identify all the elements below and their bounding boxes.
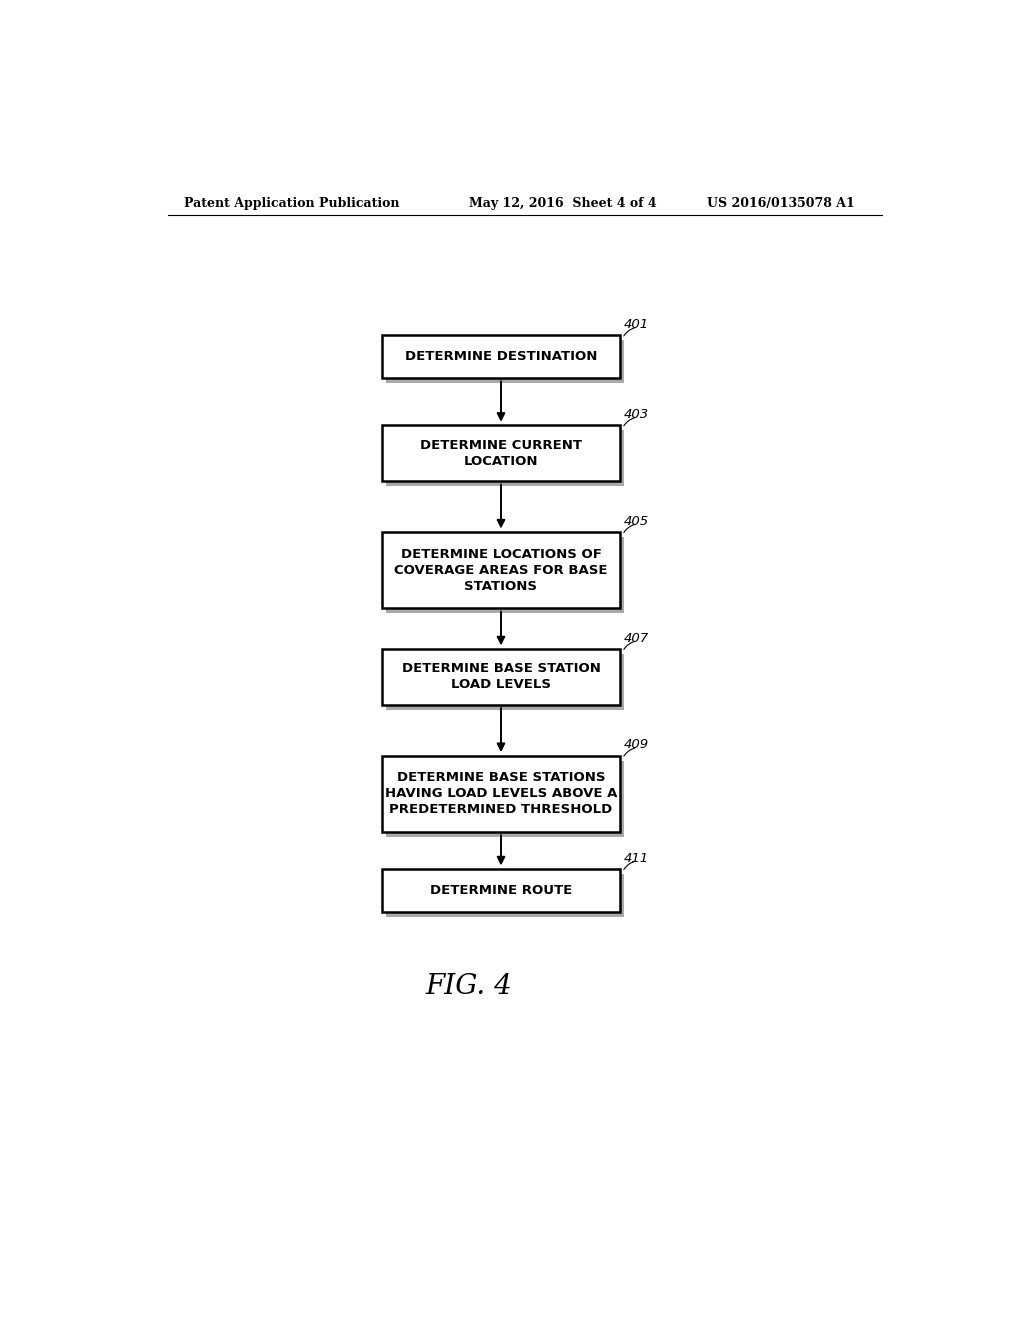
Bar (382, 532, 620, 609)
Bar (382, 869, 620, 912)
Text: 409: 409 (624, 738, 649, 751)
Text: DETERMINE ROUTE: DETERMINE ROUTE (430, 883, 572, 896)
Bar (386, 341, 624, 383)
Text: DETERMINE CURRENT
LOCATION: DETERMINE CURRENT LOCATION (420, 438, 582, 467)
Bar (386, 430, 624, 486)
Bar (382, 755, 620, 832)
Text: 405: 405 (624, 515, 649, 528)
Bar (382, 335, 620, 378)
Bar (382, 425, 620, 480)
Text: US 2016/0135078 A1: US 2016/0135078 A1 (708, 197, 855, 210)
Bar (386, 537, 624, 614)
Text: DETERMINE LOCATIONS OF
COVERAGE AREAS FOR BASE
STATIONS: DETERMINE LOCATIONS OF COVERAGE AREAS FO… (394, 548, 607, 593)
Bar (386, 653, 624, 710)
Text: 401: 401 (624, 318, 649, 331)
Bar (386, 874, 624, 916)
Bar (386, 760, 624, 837)
Text: 411: 411 (624, 851, 649, 865)
Bar (382, 649, 620, 705)
Text: May 12, 2016  Sheet 4 of 4: May 12, 2016 Sheet 4 of 4 (469, 197, 656, 210)
Text: DETERMINE BASE STATIONS
HAVING LOAD LEVELS ABOVE A
PREDETERMINED THRESHOLD: DETERMINE BASE STATIONS HAVING LOAD LEVE… (385, 771, 617, 816)
Text: 403: 403 (624, 408, 649, 421)
Text: 407: 407 (624, 632, 649, 644)
Text: FIG. 4: FIG. 4 (426, 973, 513, 1001)
Text: DETERMINE DESTINATION: DETERMINE DESTINATION (404, 350, 597, 363)
Text: DETERMINE BASE STATION
LOAD LEVELS: DETERMINE BASE STATION LOAD LEVELS (401, 663, 600, 692)
Text: Patent Application Publication: Patent Application Publication (183, 197, 399, 210)
